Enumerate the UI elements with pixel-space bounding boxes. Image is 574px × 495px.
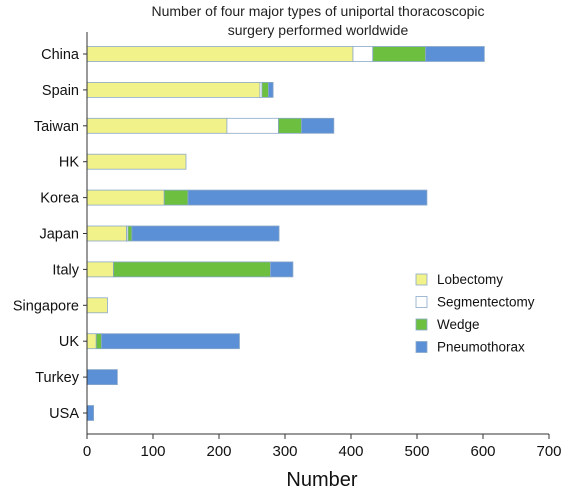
bar-segment-pneumothorax-china	[425, 46, 485, 62]
category-label: Japan	[39, 227, 79, 243]
category-labels: China Spain Taiwan HK Korea Japan Italy Singapo…	[13, 47, 80, 422]
legend-swatch-wedge	[415, 318, 428, 331]
bar-segment-lobectomy-italy	[86, 261, 114, 278]
category-label: Singapore	[13, 298, 79, 314]
legend-label-wedge: Wedge	[437, 317, 480, 332]
legend-label-pneumothorax: Pneumothorax	[437, 340, 525, 355]
bar-segment-lobectomy-spain	[86, 82, 261, 98]
category-label: Italy	[52, 262, 79, 278]
x-tick-label: 600	[470, 443, 495, 460]
legend-swatch-lobectomy	[415, 273, 428, 286]
legend-label-lobectomy: Lobectomy	[437, 272, 503, 287]
bar-segment-pneumothorax-taiwan	[301, 117, 335, 134]
category-label: Korea	[40, 191, 80, 207]
bars	[86, 46, 485, 421]
category-label: USA	[49, 406, 79, 422]
chart-title-line: Number of four major types of uniportal …	[151, 3, 484, 19]
chart-title: Number of four major types of uniportal …	[151, 3, 484, 38]
bar-segment-wedge-taiwan	[277, 117, 302, 134]
bar-segment-wedge-italy	[113, 261, 271, 278]
category-label: UK	[59, 334, 79, 350]
bar-segment-pneumothorax-korea	[187, 189, 428, 206]
legend-swatch-segmentectomy	[415, 296, 428, 308]
x-tick-label: 0	[83, 443, 91, 460]
x-axis: 0 100 200 300 400 500 600 700 Number	[83, 32, 562, 491]
bar-segment-lobectomy-korea	[86, 189, 165, 206]
legend-label-segmentectomy: Segmentectomy	[437, 295, 535, 310]
category-label: Taiwan	[34, 119, 79, 135]
bar-segment-lobectomy-taiwan	[86, 117, 228, 134]
bar-segment-segmentectomy-taiwan	[226, 117, 279, 134]
bar-segment-lobectomy-hk	[86, 153, 187, 170]
bar-segment-wedge-japan	[127, 225, 133, 242]
bar-segment-pneumothorax-uk	[101, 333, 240, 350]
x-tick-label: 700	[536, 443, 561, 460]
bar-segment-pneumothorax-japan	[131, 225, 280, 242]
bar-segment-pneumothorax-italy	[270, 261, 294, 278]
bar-segment-pneumothorax-spain	[268, 82, 274, 98]
bar-segment-lobectomy-china	[86, 46, 354, 62]
category-label: Turkey	[35, 370, 80, 386]
bar-segment-lobectomy-japan	[86, 225, 127, 242]
bar-segment-pneumothorax-turkey	[86, 369, 118, 386]
bar-segment-wedge-uk	[95, 333, 102, 350]
chart-title-line: surgery performed worldwide	[228, 22, 409, 38]
bar-segment-wedge-china	[372, 46, 426, 62]
x-tick-label: 100	[140, 443, 165, 460]
category-label: HK	[59, 155, 79, 171]
x-axis-title: Number	[286, 469, 357, 491]
x-tick-label: 300	[272, 443, 297, 460]
category-label: China	[41, 47, 80, 63]
x-tick-label: 400	[338, 443, 363, 460]
bar-segment-wedge-korea	[163, 189, 189, 206]
category-label: Spain	[42, 83, 79, 99]
legend-swatch-pneumothorax	[415, 341, 428, 353]
bar-segment-pneumothorax-usa	[86, 405, 94, 421]
bar-segment-segmentectomy-china	[352, 46, 374, 62]
bar-segment-lobectomy-uk	[86, 333, 97, 350]
legend: Lobectomy Segmentectomy Wedge Pneumothorax	[415, 272, 535, 355]
bar-segment-wedge-spain	[261, 82, 269, 98]
x-tick-label: 500	[404, 443, 429, 460]
x-tick-label: 200	[206, 443, 231, 460]
bar-segment-lobectomy-singapore	[86, 297, 108, 314]
